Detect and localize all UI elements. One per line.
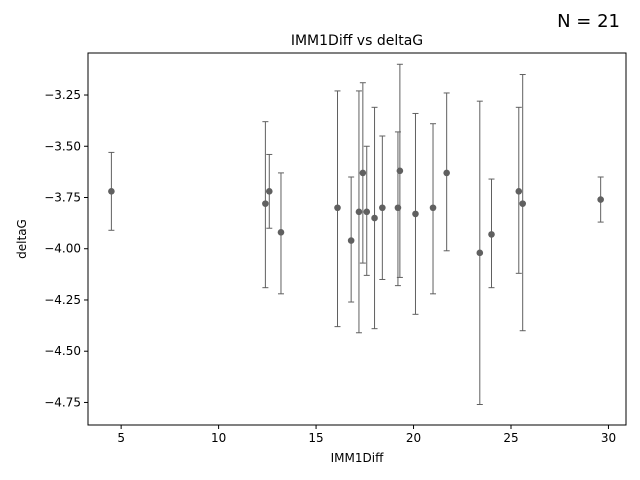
data-point — [363, 208, 371, 216]
data-point — [394, 204, 402, 212]
data-point — [443, 169, 450, 177]
y-tick-label: −3.25 — [44, 88, 81, 102]
y-tick-label: −4.75 — [44, 395, 81, 409]
data-point — [334, 204, 341, 212]
y-tick-label: −3.75 — [44, 190, 81, 204]
x-tick-label: 25 — [503, 431, 518, 445]
data-point — [412, 210, 419, 218]
data-point — [262, 200, 269, 207]
data-point — [108, 188, 115, 195]
y-tick-label: −3.50 — [44, 139, 81, 153]
data-point — [379, 204, 386, 212]
data-point — [488, 231, 495, 238]
x-tick-label: 20 — [406, 431, 421, 445]
sample-count-annotation: N = 21 — [557, 11, 620, 32]
data-point — [371, 214, 378, 222]
data-point — [355, 208, 363, 216]
data-point — [597, 196, 604, 203]
data-point — [396, 167, 404, 175]
data-point — [515, 188, 523, 195]
data-point — [347, 237, 355, 244]
markers-layer — [108, 167, 604, 257]
y-tick-label: −4.00 — [44, 242, 81, 256]
x-tick-label: 30 — [601, 431, 616, 445]
data-point — [429, 204, 437, 212]
x-axis-label: IMM1Diff — [331, 451, 384, 465]
x-axis-ticks: 5 10 15 20 25 30 — [117, 425, 616, 445]
y-axis-ticks: −4.75 −4.50 −4.25 −4.00 −3.75 −3.50 −3.25 — [44, 88, 88, 409]
chart-title: IMM1Diff vs deltaG — [291, 33, 423, 49]
data-point — [359, 169, 367, 177]
data-point — [519, 200, 526, 207]
data-point — [476, 249, 484, 257]
x-tick-label: 5 — [117, 431, 125, 445]
x-tick-label: 15 — [308, 431, 323, 445]
y-tick-label: −4.25 — [44, 293, 81, 307]
y-tick-label: −4.50 — [44, 344, 81, 358]
y-axis-label: deltaG — [15, 219, 29, 259]
data-point — [265, 188, 273, 195]
plot-area-frame — [87, 52, 627, 426]
errorbars-layer — [108, 63, 604, 406]
x-tick-label: 10 — [211, 431, 226, 445]
data-point — [277, 229, 285, 236]
